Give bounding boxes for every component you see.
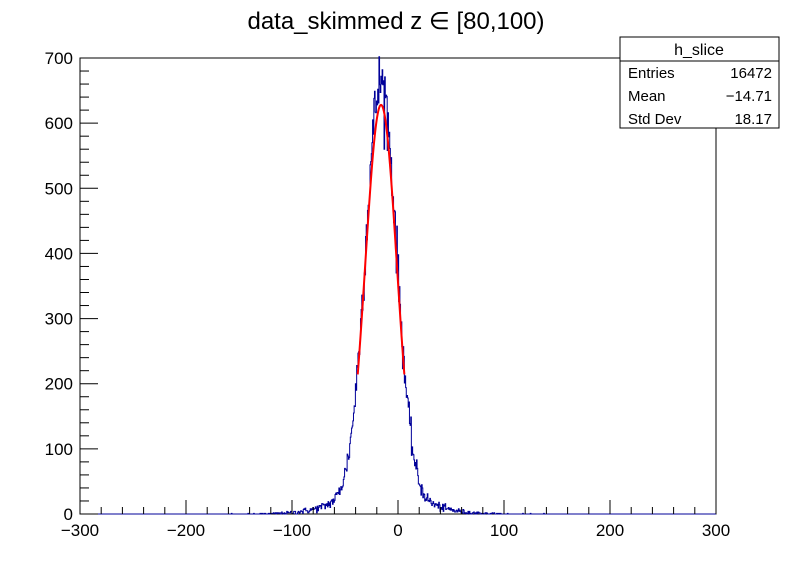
stats-mean-label: Mean: [628, 88, 666, 105]
axes: −300 −200 −100 0 100 200 300 0 100 200 300 400 500 60…: [45, 49, 731, 540]
stats-mean-value: −14.71: [726, 88, 772, 105]
y-tick-label: 200: [45, 375, 73, 394]
stats-box-title: h_slice: [674, 42, 724, 59]
stats-box: h_slice Entries 16472 Mean −14.71 Std De…: [619, 36, 780, 129]
stats-entries-label: Entries: [628, 65, 675, 82]
y-tick-label: 300: [45, 310, 73, 329]
histogram-series: [80, 56, 716, 515]
x-tick-label: 100: [490, 521, 518, 540]
y-tick-label: 100: [45, 440, 73, 459]
x-tick-label: −300: [61, 521, 99, 540]
x-tick-label: −200: [167, 521, 205, 540]
histogram-line: [80, 56, 716, 515]
y-tick-label: 500: [45, 179, 73, 198]
x-tick-label: 0: [393, 521, 402, 540]
stats-stddev-value: 18.17: [734, 111, 772, 128]
stats-stddev-label: Std Dev: [628, 111, 682, 128]
gaussian-fit: [356, 103, 406, 375]
x-tick-label: −100: [273, 521, 311, 540]
stats-box-border: [619, 36, 780, 129]
chart-title: data_skimmed z ∈ [80,100): [247, 8, 544, 35]
y-tick-label: 700: [45, 49, 73, 68]
stats-entries-value: 16472: [730, 65, 772, 82]
x-tick-label: 300: [702, 521, 730, 540]
y-tick-label: 0: [64, 505, 73, 524]
y-tick-label: 600: [45, 114, 73, 133]
fit-curve: [356, 103, 406, 375]
x-tick-label: 200: [596, 521, 624, 540]
y-tick-label: 400: [45, 244, 73, 263]
